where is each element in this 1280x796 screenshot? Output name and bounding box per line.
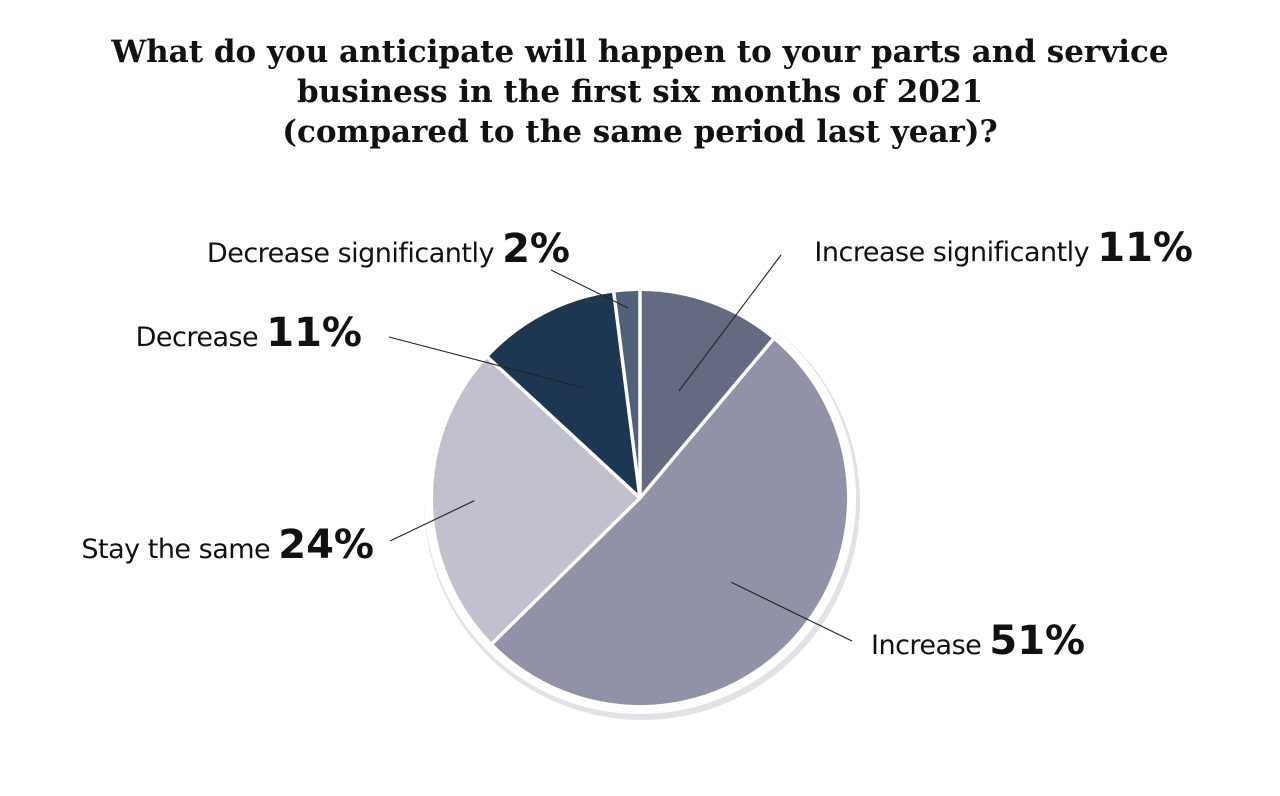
slice-label-increase: Increase 51% [871,618,1085,664]
slice-label-value-decrease-significantly: 2% [502,226,570,272]
slice-divider [491,496,642,645]
leader-line-increase [730,581,853,642]
leader-line-decrease [388,336,584,389]
pie-slice-increase [492,339,848,706]
slice-divider [486,356,642,500]
slice-label-value-decrease: 11% [266,310,362,356]
slice-label-decrease-significantly: Decrease significantly 2% [207,226,570,272]
slice-divider [638,338,775,500]
slice-label-name-stay-the-same: Stay the same [81,534,278,565]
leader-line-increase-significantly [678,254,782,392]
leader-line-stay-the-same [389,500,475,542]
chart-title-line-1: What do you anticipate will happen to yo… [111,34,1169,70]
chart-title: What do you anticipate will happen to yo… [0,32,1280,152]
slice-label-name-increase: Increase [871,630,989,661]
chart-title-line-2: business in the first six months of 2021 [296,74,984,110]
pie-slice-decrease [487,292,640,498]
pie-labels: Increase significantly 11% Increase 51% St… [81,225,1193,664]
chart-title-line-3: (compared to the same period last year)? [282,114,998,150]
pie-dividers [486,291,775,645]
pie-slice-increase-significantly [640,291,774,498]
slice-label-name-increase-significantly: Increase significantly [814,237,1097,268]
pie-leader-lines [388,254,853,642]
slice-label-value-increase: 51% [989,618,1085,664]
pie-slice-stay-the-same [432,357,640,644]
slice-label-decrease: Decrease 11% [136,310,362,356]
leader-line-decrease-significantly [550,269,629,309]
slice-label-value-stay-the-same: 24% [278,522,374,568]
slice-divider [612,292,642,499]
slice-label-value-increase-significantly: 11% [1097,225,1193,271]
slice-label-stay-the-same: Stay the same 24% [81,522,374,568]
slice-label-increase-significantly: Increase significantly 11% [814,225,1193,271]
slice-label-name-decrease: Decrease [136,322,267,353]
slice-label-name-decrease-significantly: Decrease significantly [207,238,502,269]
